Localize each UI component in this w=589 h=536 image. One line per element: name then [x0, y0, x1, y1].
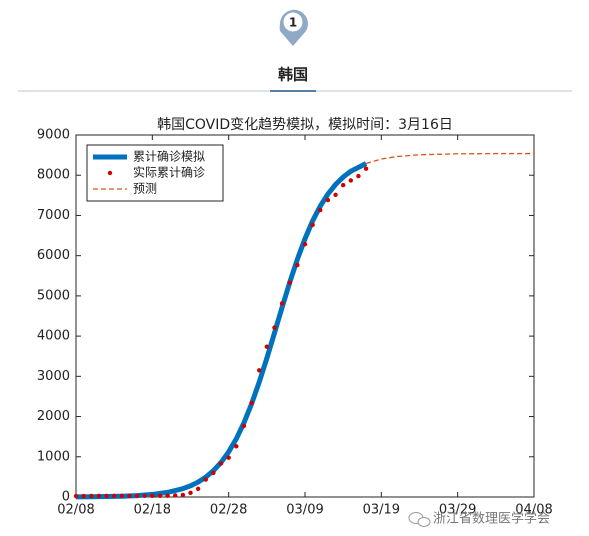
x-tick-label: 03/09	[286, 503, 323, 518]
x-tick-label: 02/08	[57, 503, 94, 518]
data-point	[96, 493, 102, 499]
plot: 0 1000 2000 3000 4000 5000 6000 7000 8000 9000 02/…	[37, 128, 553, 518]
data-point	[218, 461, 224, 466]
y-tick-label: 3000	[37, 369, 70, 384]
x-tick-label: 04/08	[515, 503, 552, 518]
legend-marker	[107, 170, 113, 176]
data-point	[264, 344, 270, 349]
x-tick-label: 03/29	[439, 503, 476, 518]
data-point	[287, 280, 292, 285]
x-tick-label: 02/28	[210, 503, 247, 518]
data-point	[203, 477, 208, 482]
data-point	[127, 493, 132, 499]
y-tick-label: 9000	[37, 128, 70, 143]
data-point	[157, 493, 163, 498]
data-point	[249, 400, 254, 406]
data-point	[226, 455, 231, 460]
data-point	[73, 493, 79, 499]
data-point	[257, 368, 262, 373]
data-point	[279, 301, 285, 306]
data-point	[188, 490, 193, 496]
y-tick-label: 0	[62, 490, 70, 505]
y-tick-label: 7000	[37, 208, 70, 223]
y-tick-label: 8000	[37, 168, 70, 183]
data-point	[241, 423, 247, 429]
data-point	[104, 493, 109, 499]
y-tick-label: 1000	[37, 449, 70, 464]
y-tick-label: 6000	[37, 248, 70, 263]
wechat-icon	[417, 517, 431, 527]
forecast-line	[365, 152, 535, 165]
pin-inner	[283, 12, 303, 32]
data-point	[310, 222, 315, 228]
y-tick-label: 4000	[37, 329, 70, 344]
badge: 1	[289, 16, 297, 30]
data-point	[195, 486, 201, 491]
legend-label: 累计确诊模拟	[133, 150, 205, 164]
data-point	[325, 197, 331, 203]
data-point	[211, 470, 216, 475]
data-point	[348, 178, 353, 183]
legend-box	[86, 144, 224, 202]
y-tick-label: 2000	[37, 409, 70, 424]
data-point	[272, 325, 277, 330]
data-point	[150, 493, 155, 498]
section-title: 韩国	[278, 66, 308, 84]
chart-title: 韩国COVID变化趋势模拟，模拟时间：3月16日	[157, 117, 453, 133]
data-point	[363, 166, 369, 171]
data-point	[234, 444, 239, 449]
data-point	[333, 192, 338, 198]
data-point	[81, 493, 86, 499]
data-point	[302, 242, 308, 247]
data-point	[356, 173, 361, 179]
watermark-text: 浙江省数理医学学会	[433, 511, 550, 527]
y-tick-label: 5000	[37, 288, 70, 303]
data-point	[142, 493, 147, 499]
data-point	[180, 492, 186, 498]
data-point	[134, 493, 140, 499]
legend-label: 预测	[133, 182, 157, 196]
data-point	[318, 207, 323, 213]
x-tick-label: 03/19	[363, 503, 400, 518]
data-point	[173, 493, 178, 498]
x-tick-label: 02/18	[134, 503, 171, 518]
legend-label: 实际累计确诊	[133, 165, 205, 180]
data-point	[340, 182, 346, 188]
fit-line	[75, 161, 368, 500]
data-point	[111, 493, 117, 499]
data-point	[165, 493, 170, 498]
data-point	[295, 262, 300, 268]
data-point	[119, 493, 125, 499]
data-point	[89, 493, 94, 499]
watermark: 浙江省数理医学学会	[408, 511, 550, 527]
